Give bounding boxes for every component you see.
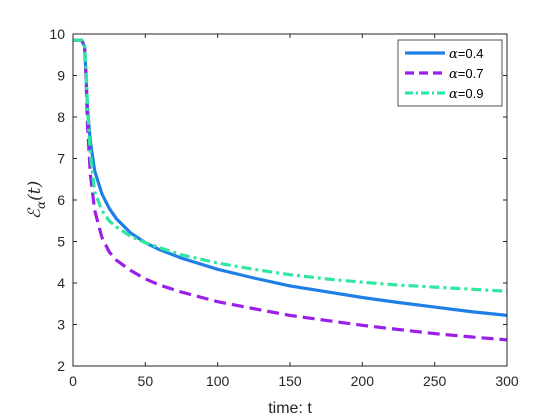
y-tick-label: 8 — [57, 109, 65, 125]
legend-label-2: α=0.7 — [449, 66, 483, 82]
series-line-3 — [73, 38, 508, 293]
y-tick-label: 6 — [57, 192, 65, 208]
y-tick-label: 4 — [57, 275, 65, 291]
series-layer — [73, 38, 508, 342]
legend-label-3: α=0.9 — [449, 86, 483, 102]
x-tick-label: 150 — [278, 373, 302, 389]
y-axis-label: ℰα(t) — [25, 181, 48, 220]
y-tick-label: 2 — [57, 358, 65, 374]
y-tick-label: 5 — [57, 234, 65, 250]
x-tick-label: 100 — [206, 373, 230, 389]
y-tick-label: 10 — [49, 26, 65, 42]
legend: α=0.4 α=0.7 α=0.9 — [397, 39, 503, 107]
x-tick-label: 0 — [69, 373, 77, 389]
svg-text:ℰα(t): ℰα(t) — [25, 181, 48, 220]
y-axis-label-arg: (t) — [25, 181, 45, 201]
y-axis-label-sub: α — [34, 201, 48, 209]
x-axis-label: time: t — [268, 400, 312, 417]
x-tick-label: 200 — [351, 373, 375, 389]
x-tick-label: 300 — [495, 373, 519, 389]
axes-layer: 0 50 100 150 200 250 300 2 3 4 5 6 7 8 9 10 — [49, 26, 518, 389]
y-axis-label-main: ℰ — [25, 207, 45, 219]
legend-label-1: α=0.4 — [449, 46, 483, 62]
x-tick-label: 50 — [138, 373, 154, 389]
y-tick-label: 3 — [57, 317, 65, 333]
y-tick-label: 7 — [57, 151, 65, 167]
y-tick-label: 9 — [57, 68, 65, 84]
legend-box — [397, 39, 503, 107]
x-tick-label: 250 — [423, 373, 447, 389]
